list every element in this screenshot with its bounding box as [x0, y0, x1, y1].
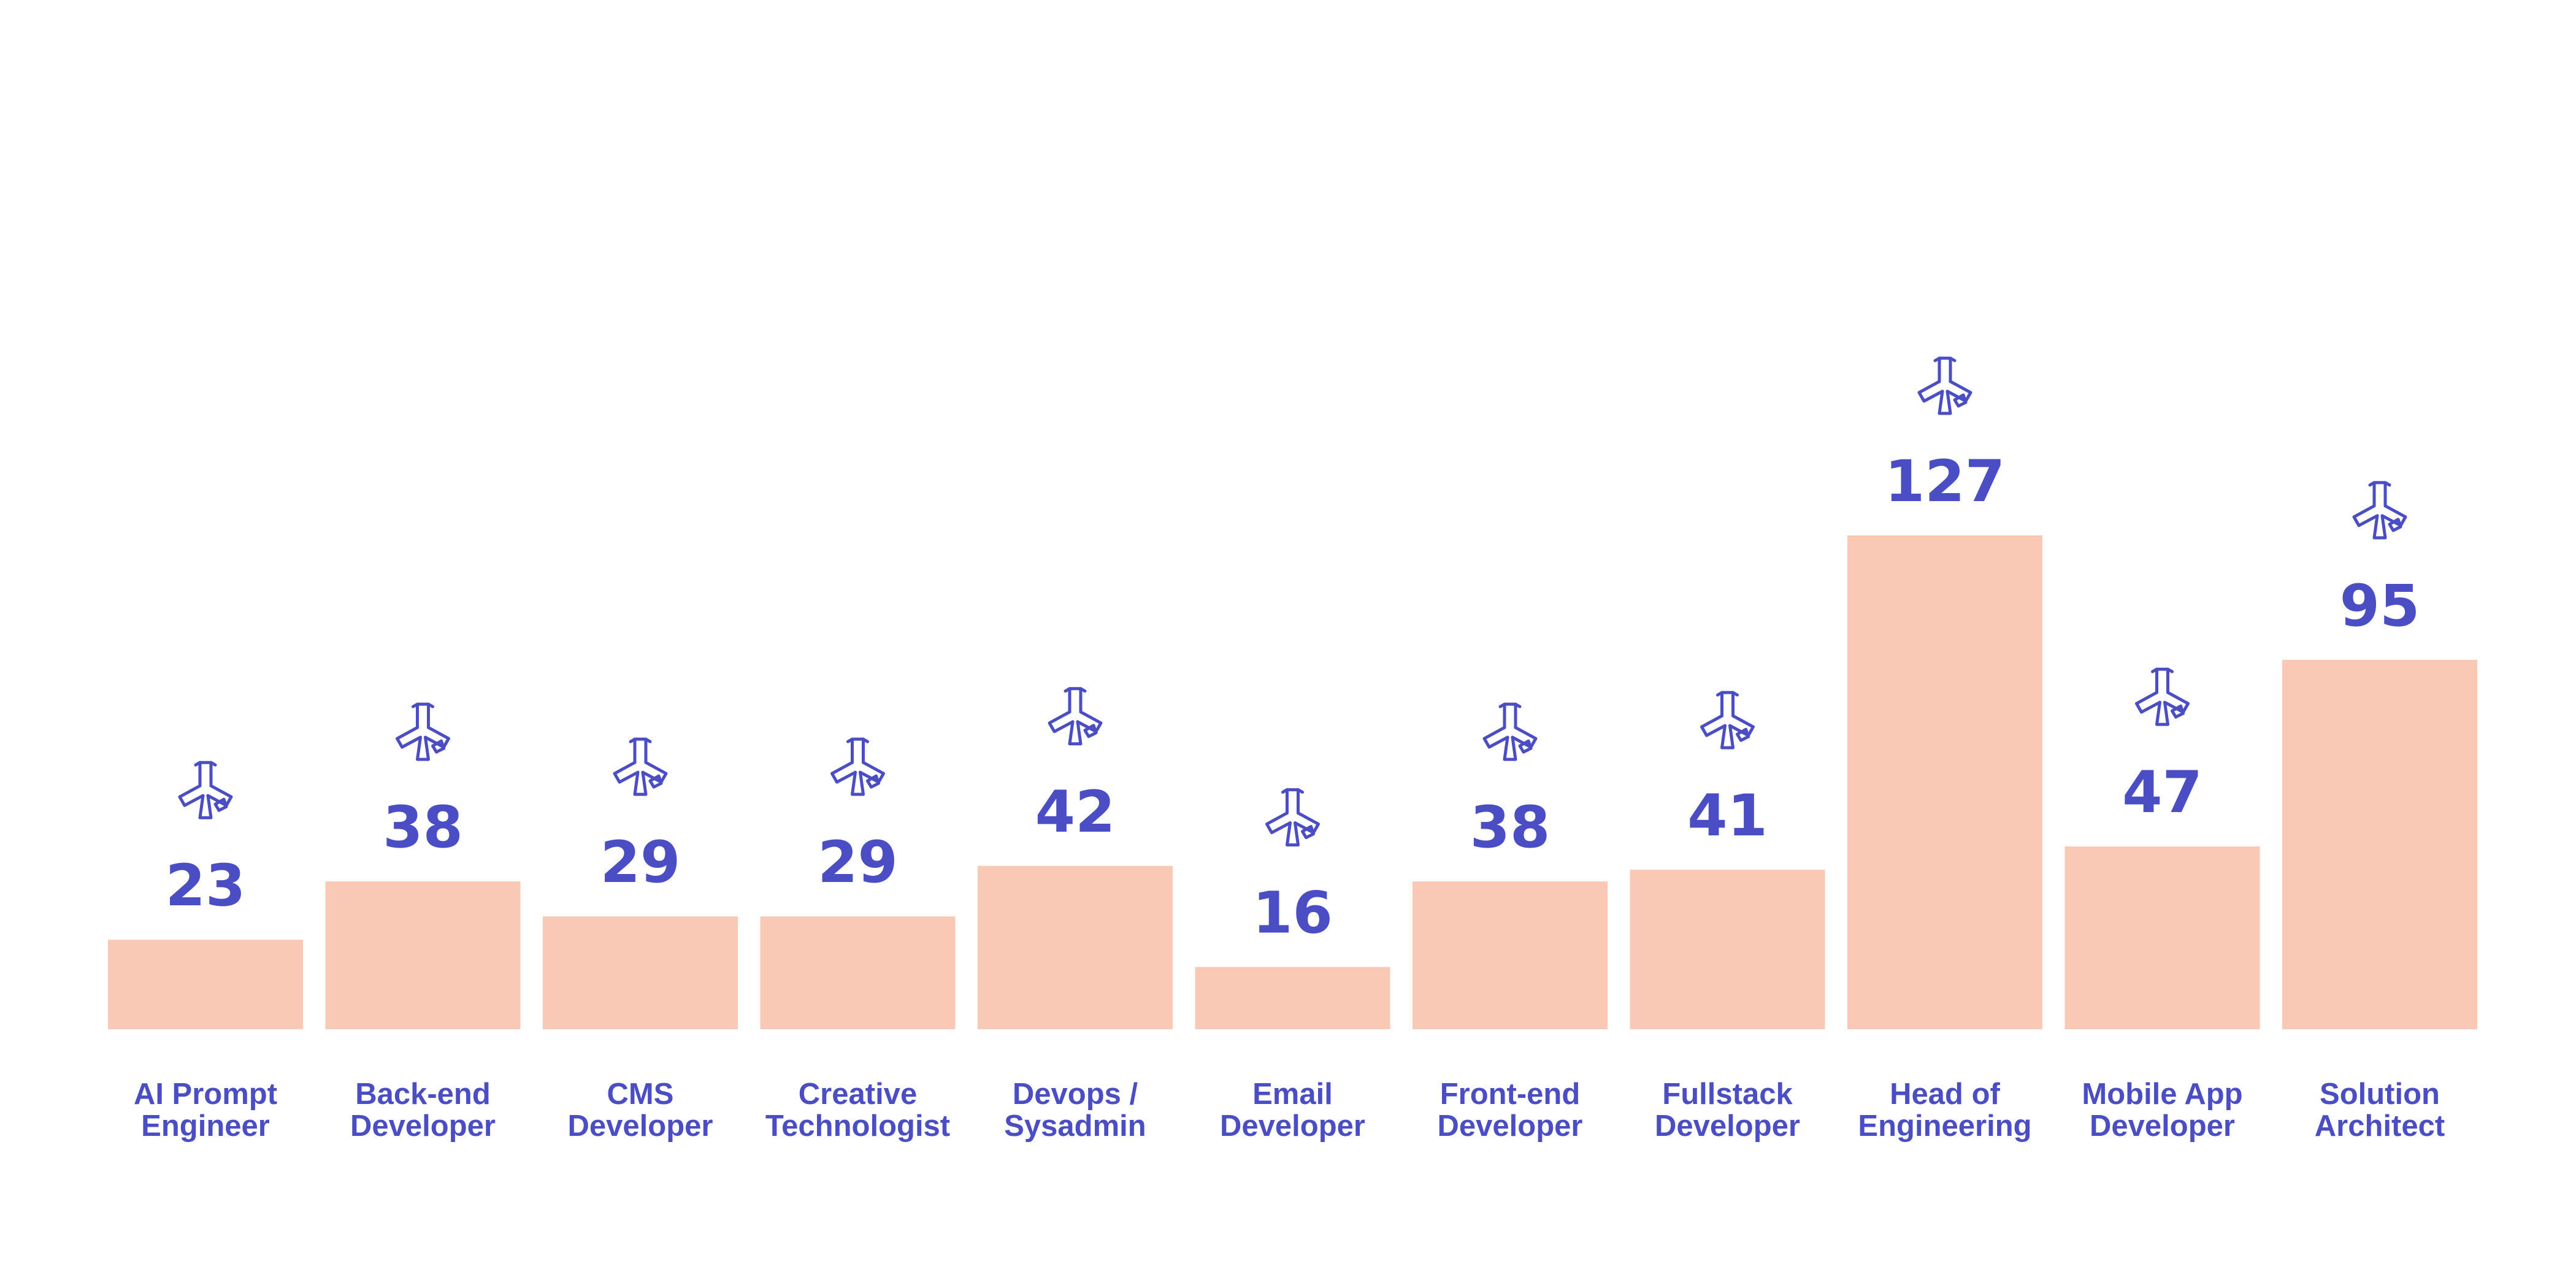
category-label-line: Developer	[2090, 1110, 2235, 1143]
category-label: CMS Developer	[568, 1078, 713, 1143]
category-label: Head of Engineering	[1858, 1078, 2031, 1143]
category-label-line: Solution	[2320, 1078, 2440, 1111]
asterisk-snowflake-icon	[1702, 692, 1754, 748]
category-label: Mobile App Developer	[2082, 1078, 2242, 1143]
bar-value-label: 29	[818, 829, 898, 896]
asterisk-snowflake-icon	[832, 739, 884, 794]
category-label-line: Head of	[1890, 1078, 2000, 1111]
asterisk-snowflake-icon	[1484, 704, 1536, 759]
category-label-line: Creative	[799, 1078, 917, 1111]
category-label-line: Mobile App	[2082, 1078, 2242, 1111]
category-label: Fullstack Developer	[1655, 1078, 1800, 1143]
bar-value-label: 23	[166, 853, 246, 919]
asterisk-snowflake-icon	[1049, 689, 1101, 744]
bar	[2064, 846, 2260, 1029]
category-label: AI Prompt Engineer	[134, 1078, 277, 1143]
bar	[543, 916, 738, 1029]
asterisk-snowflake-icon	[2354, 483, 2405, 538]
category-label-line: Developer	[1655, 1110, 1800, 1143]
asterisk-snowflake-icon	[615, 739, 666, 794]
asterisk-snowflake-icon	[1267, 790, 1319, 845]
category-label: Solution Architect	[2315, 1078, 2445, 1143]
bar-value-label: 38	[383, 794, 463, 861]
category-label-line: CMS	[607, 1078, 674, 1111]
bar-value-label: 41	[1687, 783, 1768, 849]
category-label-line: Developer	[1220, 1110, 1365, 1143]
bar-value-label: 42	[1035, 779, 1116, 846]
bar-value-label: 29	[600, 829, 681, 896]
category-label: Back-end Developer	[350, 1078, 496, 1143]
bar	[1413, 881, 1608, 1029]
category-label-line: Developer	[1438, 1110, 1583, 1143]
bar-value-label: 47	[2122, 759, 2202, 826]
bar	[325, 881, 521, 1029]
bar-value-label: 95	[2340, 573, 2420, 640]
category-label-line: Architect	[2315, 1110, 2445, 1143]
category-label-line: Developer	[350, 1110, 496, 1143]
bar	[1847, 535, 2042, 1029]
category-label: Creative Technologist	[765, 1078, 950, 1143]
asterisk-snowflake-icon	[397, 704, 449, 759]
category-label-line: Devops /	[1013, 1078, 1138, 1111]
bar-value-label: 38	[1470, 794, 1551, 861]
category-label-line: Fullstack	[1662, 1078, 1793, 1111]
category-label-line: Back-end	[355, 1078, 491, 1111]
category-label: Email Developer	[1220, 1078, 1365, 1143]
asterisk-snowflake-icon	[180, 762, 231, 818]
category-label-line: Email	[1252, 1078, 1333, 1111]
category-label-line: Engineering	[1858, 1110, 2031, 1143]
bar-value-label: 127	[1885, 448, 2005, 515]
category-label-line: Technologist	[765, 1110, 950, 1143]
category-label: Front-end Developer	[1438, 1078, 1583, 1143]
category-label-line: Developer	[568, 1110, 713, 1143]
bar	[108, 940, 303, 1029]
bar	[2282, 659, 2477, 1029]
asterisk-snowflake-icon	[2137, 669, 2188, 724]
category-label-line: AI Prompt	[134, 1078, 277, 1111]
category-label-line: Engineer	[141, 1110, 270, 1143]
bar-value-label: 16	[1252, 880, 1333, 947]
category-label-line: Sysadmin	[1004, 1110, 1146, 1143]
bar	[1630, 870, 1825, 1029]
bar	[1195, 967, 1390, 1029]
asterisk-snowflake-icon	[1919, 358, 1971, 413]
bar	[760, 916, 956, 1029]
category-label-line: Front-end	[1440, 1078, 1581, 1111]
category-label: Devops / Sysadmin	[1004, 1078, 1146, 1143]
bar	[978, 865, 1173, 1029]
